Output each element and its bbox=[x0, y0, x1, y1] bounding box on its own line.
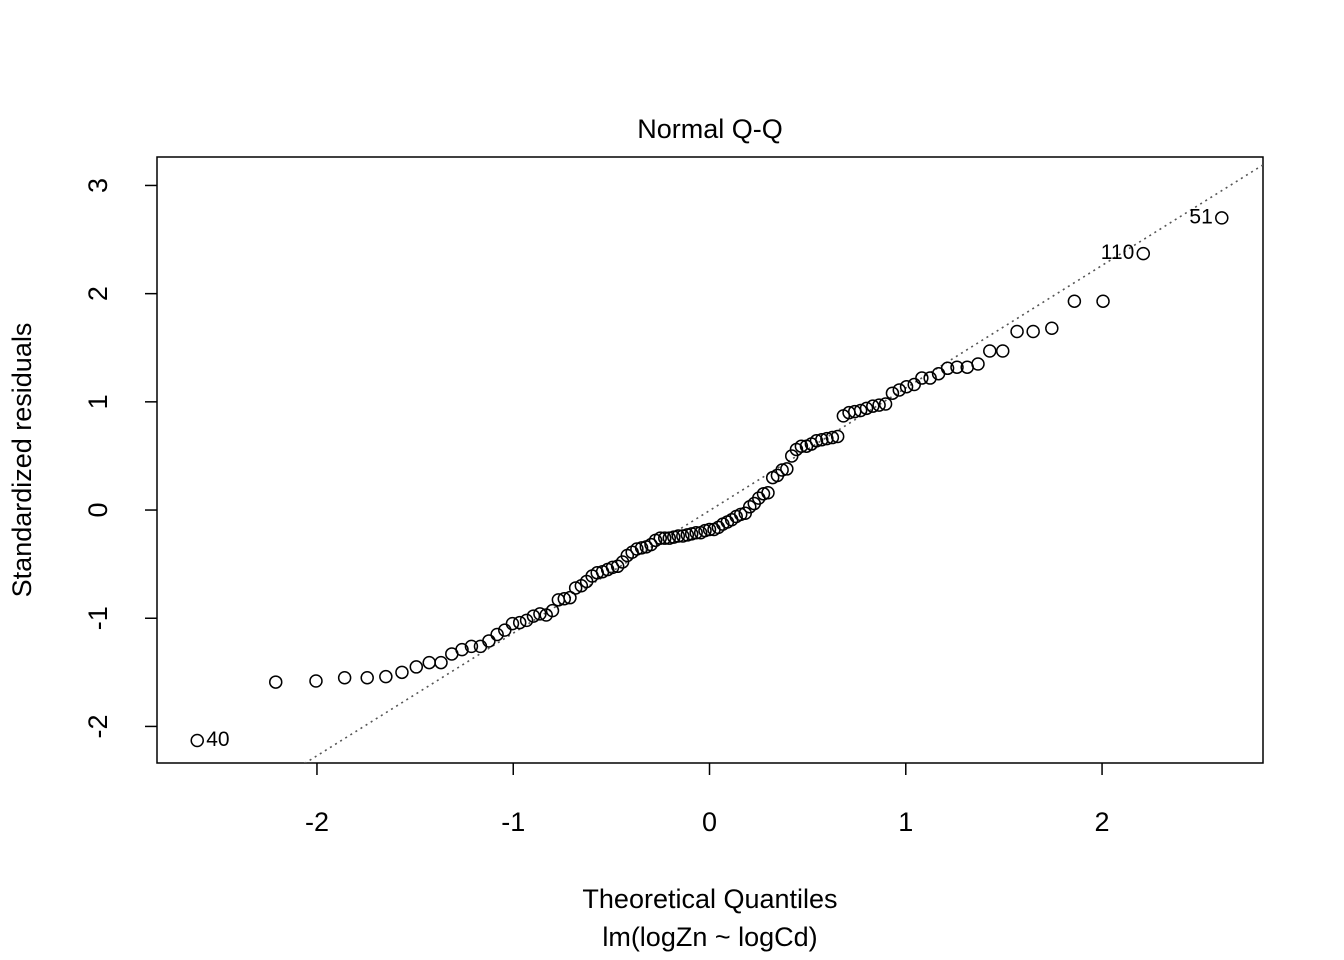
point bbox=[526, 609, 541, 623]
point bbox=[422, 655, 436, 670]
point bbox=[1026, 324, 1040, 339]
x-tick-label: -2 bbox=[305, 807, 329, 837]
point bbox=[337, 670, 352, 685]
point bbox=[915, 371, 929, 385]
point bbox=[379, 669, 393, 684]
point bbox=[473, 639, 488, 654]
point bbox=[519, 613, 534, 628]
point bbox=[512, 615, 527, 630]
y-tick-label: 0 bbox=[83, 503, 113, 518]
y-tick-label: 2 bbox=[83, 286, 113, 301]
point bbox=[360, 670, 374, 685]
plot-frame bbox=[156, 156, 1264, 764]
x-tick-label: -1 bbox=[501, 807, 525, 837]
point bbox=[892, 383, 907, 397]
point bbox=[409, 660, 424, 674]
point bbox=[761, 485, 775, 500]
point bbox=[644, 537, 658, 552]
point bbox=[780, 462, 794, 476]
point bbox=[653, 531, 667, 545]
point bbox=[971, 357, 985, 371]
point bbox=[995, 344, 1010, 358]
point bbox=[434, 655, 448, 670]
point bbox=[490, 627, 504, 642]
point bbox=[794, 439, 809, 453]
point bbox=[190, 733, 204, 748]
x-axis-label: Theoretical Quantiles bbox=[582, 884, 837, 914]
point bbox=[853, 403, 868, 418]
point bbox=[671, 529, 686, 543]
subtitle: lm(logZn ~ logCd) bbox=[602, 922, 817, 952]
point bbox=[830, 429, 845, 444]
point bbox=[866, 399, 880, 413]
point bbox=[658, 531, 672, 545]
y-axis-label: Standardized residuals bbox=[7, 323, 37, 598]
x-tick-label: 2 bbox=[1095, 807, 1110, 837]
point bbox=[482, 634, 496, 648]
point bbox=[689, 526, 703, 540]
point bbox=[820, 431, 834, 446]
y-tick-label: -1 bbox=[83, 606, 113, 630]
point bbox=[983, 344, 997, 358]
y-tick-label: 1 bbox=[83, 394, 113, 409]
point bbox=[1010, 324, 1024, 339]
reference-line bbox=[303, 164, 1263, 763]
point bbox=[899, 379, 914, 394]
x-tick-label: 1 bbox=[898, 807, 913, 837]
point bbox=[634, 541, 649, 555]
point-label: 40 bbox=[206, 728, 229, 751]
point bbox=[505, 616, 520, 631]
x-tick-label: 0 bbox=[702, 807, 717, 837]
point bbox=[815, 432, 829, 447]
point bbox=[809, 434, 824, 448]
point bbox=[455, 642, 469, 657]
point bbox=[940, 361, 955, 376]
y-tick-label: -2 bbox=[83, 714, 113, 738]
point bbox=[950, 360, 964, 374]
point bbox=[859, 401, 874, 416]
point bbox=[1215, 211, 1229, 225]
point bbox=[557, 592, 572, 606]
point bbox=[545, 603, 560, 618]
point bbox=[568, 581, 583, 595]
point bbox=[563, 590, 577, 605]
point bbox=[702, 522, 717, 537]
point bbox=[533, 607, 547, 621]
point bbox=[1096, 294, 1110, 308]
point bbox=[775, 463, 789, 477]
point bbox=[885, 386, 900, 400]
point-label: 51 bbox=[1189, 205, 1212, 228]
point bbox=[1136, 246, 1151, 261]
point bbox=[268, 675, 283, 689]
point bbox=[630, 542, 644, 556]
point bbox=[825, 430, 840, 445]
point bbox=[1045, 321, 1059, 336]
point bbox=[878, 397, 893, 411]
point bbox=[610, 559, 625, 574]
y-tick-label: 3 bbox=[83, 178, 113, 193]
point bbox=[309, 674, 323, 688]
chart-title: Normal Q-Q bbox=[637, 114, 783, 144]
point bbox=[923, 371, 937, 385]
point bbox=[464, 639, 479, 654]
point bbox=[395, 665, 409, 680]
point bbox=[872, 398, 886, 412]
point-label: 110 bbox=[1101, 241, 1134, 264]
point bbox=[1067, 294, 1082, 308]
